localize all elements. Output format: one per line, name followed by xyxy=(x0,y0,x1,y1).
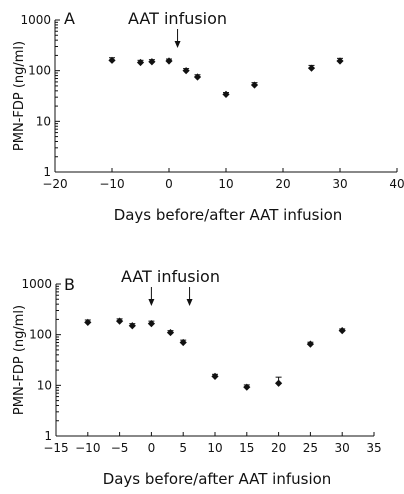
x-tick-label: 0 xyxy=(148,441,156,455)
x-tick-label: 5 xyxy=(179,441,187,455)
y-axis-title: PMN-FDP (ng/ml) xyxy=(12,41,27,151)
data-point xyxy=(108,56,116,64)
chart-panel-a: −20 −10 0 10 20 30 40 1 10 100 1000 PMN-FDP (ng/ml)… xyxy=(12,9,404,224)
data-point xyxy=(306,340,314,348)
y-tick-label: 100 xyxy=(29,328,52,342)
data-point xyxy=(148,58,156,66)
data-point xyxy=(136,58,145,67)
y-tick-label: 10 xyxy=(36,114,51,128)
x-tick-label: 30 xyxy=(335,441,350,455)
x-tick-label: −20 xyxy=(42,177,67,191)
x-axis-title: Days before/after AAT infusion xyxy=(114,206,343,224)
x-tick-label: −15 xyxy=(43,441,68,455)
data-point xyxy=(165,57,173,65)
x-tick-label: 35 xyxy=(366,441,381,455)
x-tick-label: 20 xyxy=(271,441,286,455)
y-axis-title: PMN-FDP (ng/ml) xyxy=(12,305,27,415)
arrow-head xyxy=(186,299,193,306)
x-tick-label: 40 xyxy=(389,177,404,191)
arrow-head xyxy=(174,41,181,48)
panel-label: B xyxy=(64,275,75,294)
data-point xyxy=(275,379,283,387)
data-point xyxy=(243,383,251,391)
y-tick-label: 1000 xyxy=(21,277,52,291)
x-tick-label: 25 xyxy=(303,441,318,455)
x-tick-label: −10 xyxy=(75,441,100,455)
y-tick-label: 1 xyxy=(43,165,51,179)
x-axis-title: Days before/after AAT infusion xyxy=(103,470,332,488)
x-tick-label: 0 xyxy=(165,177,173,191)
x-tick-label: −10 xyxy=(99,177,124,191)
y-tick-label: 100 xyxy=(28,64,51,78)
data-point xyxy=(128,322,136,330)
y-tick-label: 1000 xyxy=(20,13,51,27)
data-point xyxy=(307,64,316,72)
data-point xyxy=(338,327,346,335)
annotation-text: AAT infusion xyxy=(121,267,220,286)
x-tick-label: 15 xyxy=(239,441,254,455)
data-point xyxy=(84,318,92,326)
data-point xyxy=(179,338,187,347)
y-tick-label: 1 xyxy=(44,429,52,443)
data-point xyxy=(250,81,259,89)
data-point xyxy=(222,90,230,99)
panel-label: A xyxy=(64,9,75,28)
x-tick-label: 20 xyxy=(275,177,290,191)
x-tick-label: 10 xyxy=(207,441,222,455)
y-tick-label: 10 xyxy=(37,378,52,392)
data-point xyxy=(147,320,155,328)
x-tick-label: 30 xyxy=(332,177,347,191)
x-tick-label: −5 xyxy=(111,441,129,455)
arrow-head xyxy=(148,299,155,306)
x-tick-label: 10 xyxy=(218,177,233,191)
annotation-text: AAT infusion xyxy=(128,9,227,28)
data-point xyxy=(193,73,202,81)
data-point xyxy=(182,67,190,75)
data-point xyxy=(336,57,344,65)
data-point xyxy=(166,328,175,337)
data-point xyxy=(116,317,124,325)
data-point xyxy=(211,372,219,381)
chart-panel-b: −15 −10 −5 0 5 10 15 20 25 30 35 1 10 100 1000 PMN-FDP … xyxy=(12,267,382,488)
